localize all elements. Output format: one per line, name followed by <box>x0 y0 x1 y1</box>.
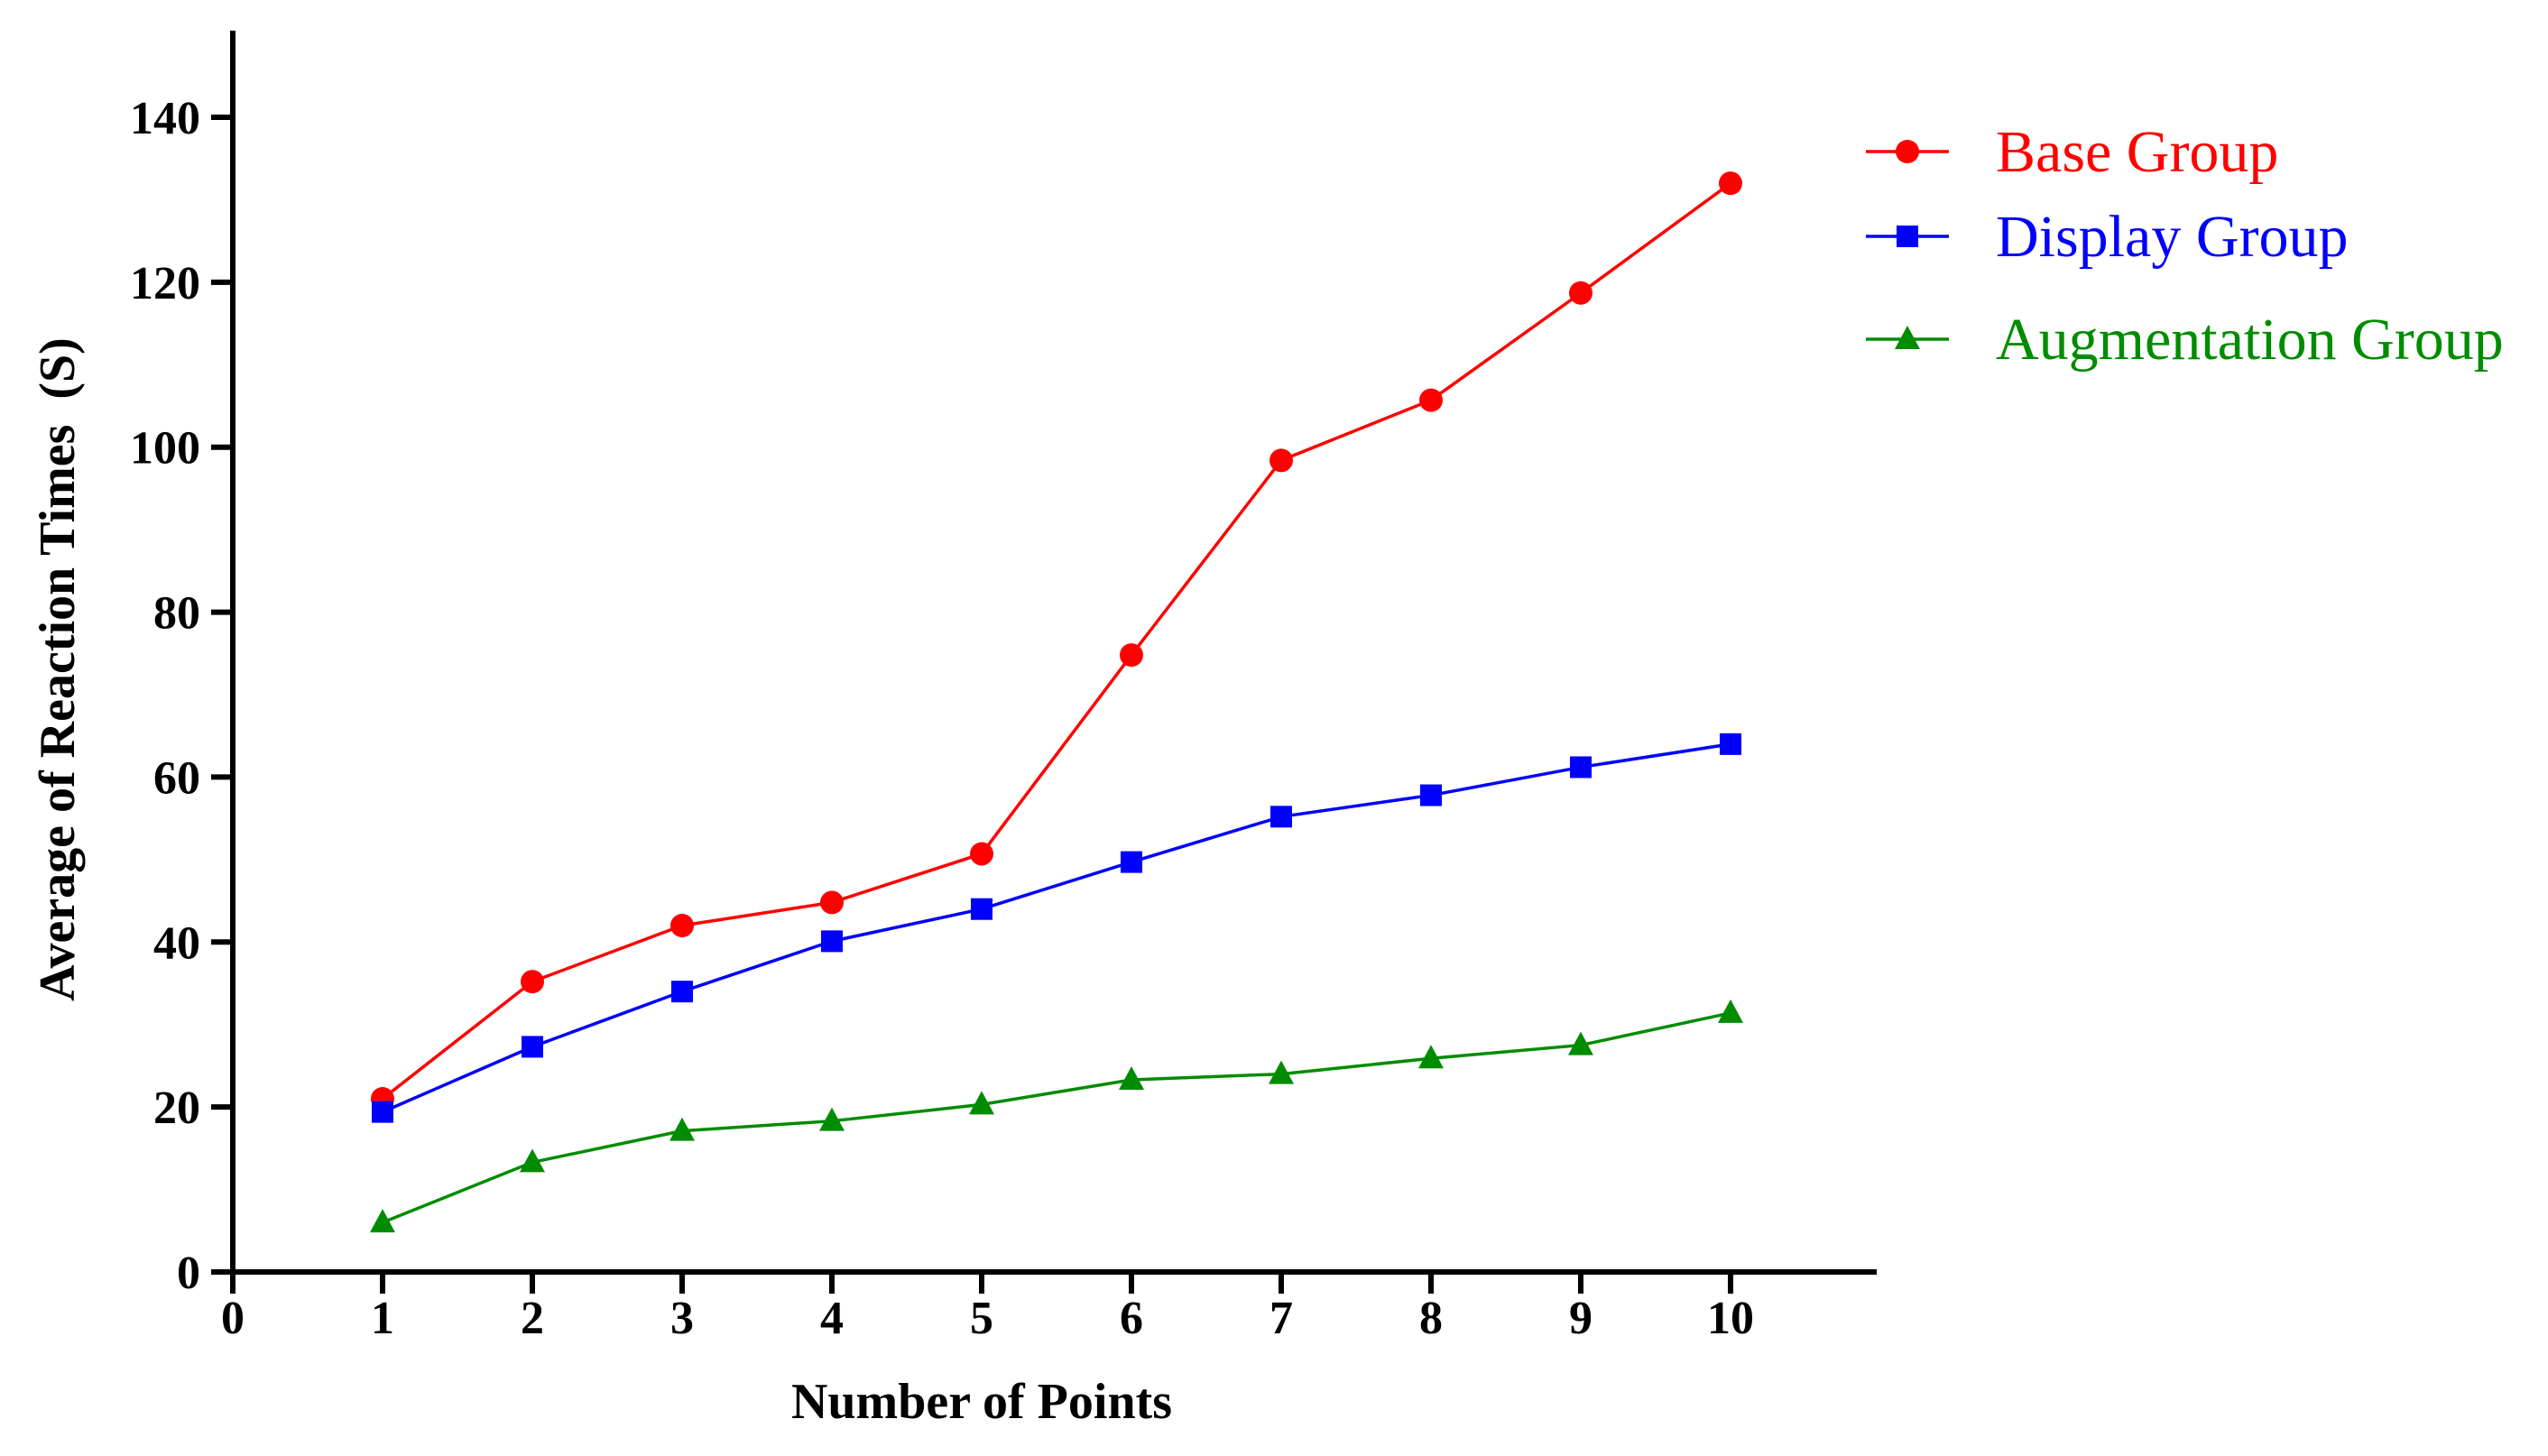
x-tick-label: 5 <box>970 1293 993 1344</box>
x-tick-label: 3 <box>670 1293 694 1344</box>
data-point <box>520 1148 545 1173</box>
series-0 <box>371 171 1742 1110</box>
data-point <box>521 970 544 994</box>
data-point <box>1120 643 1143 668</box>
data-point <box>1570 756 1592 779</box>
legend: Base Group Display Group Augmentation Grou… <box>1866 119 2504 373</box>
series-2 <box>370 999 1743 1233</box>
data-point <box>1270 806 1292 828</box>
legend-item: Base Group <box>1866 119 2278 185</box>
data-point <box>370 1209 395 1233</box>
series-layer <box>370 171 1743 1233</box>
data-point <box>1569 281 1592 305</box>
data-point <box>971 898 992 920</box>
data-point <box>970 842 993 866</box>
data-point <box>372 1101 393 1123</box>
data-point <box>1269 448 1293 473</box>
data-point <box>1568 1031 1593 1055</box>
data-point <box>1718 999 1743 1023</box>
y-tick-label: 140 <box>130 93 200 144</box>
series-1 <box>372 733 1741 1123</box>
data-point <box>1420 784 1442 806</box>
data-point <box>670 913 694 937</box>
legend-item: Display Group <box>1866 204 2348 270</box>
x-axis-title: Number of Points <box>791 1374 1172 1430</box>
y-tick-label: 0 <box>177 1248 200 1299</box>
data-point <box>1119 1065 1144 1090</box>
data-point <box>821 930 843 953</box>
axes <box>230 31 1877 1275</box>
legend-marker <box>1897 226 1918 247</box>
y-tick-label: 20 <box>153 1083 200 1134</box>
x-tick-label: 10 <box>1707 1293 1754 1344</box>
data-point <box>1719 171 1742 196</box>
y-ticks: 0 20 40 60 80 100 120 140 <box>130 93 233 1299</box>
data-point <box>969 1091 994 1115</box>
series-line <box>382 742 1731 1114</box>
y-tick-label: 120 <box>130 258 200 309</box>
legend-marker <box>1896 140 1919 163</box>
data-point <box>820 890 844 915</box>
data-point <box>1269 1060 1294 1084</box>
x-tick-label: 8 <box>1419 1293 1443 1344</box>
data-point <box>671 981 693 1003</box>
series-line <box>382 1011 1731 1224</box>
y-tick-label: 100 <box>130 423 200 475</box>
x-tick-label: 1 <box>371 1293 394 1344</box>
legend-label: Display Group <box>1996 204 2348 270</box>
y-axis-title: Average of Reaction Times (S) <box>30 337 86 1001</box>
data-point <box>1418 1045 1444 1069</box>
y-tick-label: 40 <box>153 917 200 969</box>
y-tick-label: 80 <box>153 588 200 640</box>
legend-label: Base Group <box>1996 119 2278 185</box>
data-point <box>1720 733 1741 755</box>
x-tick-label: 6 <box>1120 1293 1143 1344</box>
y-tick-label: 60 <box>153 752 200 804</box>
legend-label: Augmentation Group <box>1996 307 2504 373</box>
x-tick-label: 4 <box>820 1293 844 1344</box>
series-line <box>381 181 1732 1101</box>
x-tick-label: 0 <box>221 1293 245 1344</box>
x-tick-label: 9 <box>1569 1293 1592 1344</box>
x-tick-label: 7 <box>1269 1293 1293 1344</box>
legend-marker <box>1895 326 1920 349</box>
legend-item: Augmentation Group <box>1866 307 2504 373</box>
data-point <box>1121 851 1142 873</box>
data-point <box>522 1036 543 1058</box>
data-point <box>669 1117 695 1141</box>
data-point <box>1419 388 1443 412</box>
x-tick-label: 2 <box>521 1293 544 1344</box>
x-ticks: 0 1 2 3 4 5 6 7 8 9 10 <box>221 1272 1754 1344</box>
data-point <box>819 1107 845 1131</box>
